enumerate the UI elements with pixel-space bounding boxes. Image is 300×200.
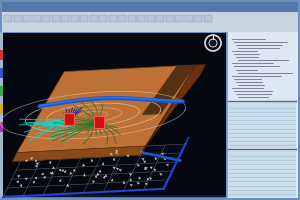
Bar (99, 15, 107, 21)
Bar (228, 150, 296, 197)
Bar (80, 15, 88, 21)
Bar (0, 104, 3, 114)
Bar (3, 195, 226, 198)
Bar (64, 113, 74, 125)
Bar (32, 15, 40, 21)
Bar (109, 15, 116, 21)
Bar (184, 15, 193, 21)
Bar (70, 15, 79, 21)
Polygon shape (141, 64, 206, 155)
Bar (128, 15, 136, 21)
Bar (118, 15, 126, 21)
Bar (0, 122, 3, 132)
Bar (228, 102, 296, 148)
Bar (0, 50, 3, 60)
Bar (4, 15, 12, 21)
Bar (137, 15, 145, 21)
Bar (228, 33, 296, 100)
Bar (2, 2, 298, 12)
Bar (156, 15, 164, 21)
Polygon shape (142, 65, 196, 115)
Bar (42, 15, 50, 21)
Bar (52, 15, 59, 21)
Bar (0, 68, 3, 78)
Circle shape (209, 39, 217, 47)
Bar (146, 15, 154, 21)
Bar (166, 15, 173, 21)
Bar (2, 12, 298, 23)
Bar (23, 15, 31, 21)
Bar (2, 23, 298, 32)
Bar (203, 15, 211, 21)
Bar (0, 86, 3, 96)
Bar (89, 15, 98, 21)
Bar (3, 33, 226, 197)
Bar (14, 15, 22, 21)
Bar (175, 15, 183, 21)
Bar (61, 15, 69, 21)
Bar (194, 15, 202, 21)
Polygon shape (17, 65, 196, 153)
Bar (227, 32, 298, 198)
Bar (0, 32, 3, 198)
Bar (94, 116, 104, 128)
Polygon shape (13, 146, 145, 162)
